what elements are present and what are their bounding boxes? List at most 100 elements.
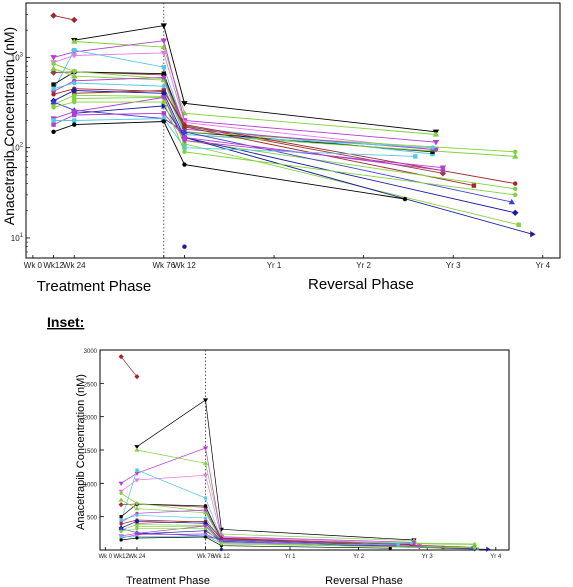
data-point: [119, 491, 123, 495]
series-line-0: [53, 15, 75, 21]
plot-frame: [25, 2, 561, 259]
data-point: [161, 75, 167, 80]
data-point: [51, 129, 56, 134]
data-point: [51, 122, 56, 127]
data-point: [203, 504, 208, 508]
data-point: [161, 99, 167, 105]
series-line-9: [53, 68, 516, 157]
x-tick-label: Wk12: [113, 554, 129, 560]
series-line-12: [53, 88, 516, 185]
y-tick-label: 2500: [84, 382, 98, 388]
data-point: [51, 86, 56, 91]
data-point: [202, 446, 209, 451]
data-point: [202, 473, 209, 478]
x-tick-label: Wk 76: [152, 261, 175, 270]
data-point: [396, 543, 400, 547]
data-point: [160, 50, 168, 57]
data-point: [161, 83, 167, 89]
series-line-1: [136, 399, 415, 541]
main-phase-reversal: Reversal Phase: [308, 276, 414, 293]
data-point: [134, 445, 140, 450]
data-point: [119, 515, 123, 519]
data-point: [182, 145, 187, 150]
data-point: [202, 398, 209, 403]
data-point: [119, 529, 123, 533]
data-point: [51, 61, 56, 66]
data-point: [72, 112, 77, 118]
data-point: [50, 12, 57, 19]
series-line-0: [120, 356, 138, 377]
data-point: [416, 544, 422, 549]
data-point: [118, 526, 124, 531]
data-point: [182, 162, 187, 167]
inset-phase-treatment: Treatment Phase: [126, 575, 210, 587]
data-point: [134, 506, 140, 511]
data-point: [161, 71, 167, 76]
data-point: [161, 116, 167, 121]
data-point: [160, 23, 168, 29]
data-point: [203, 527, 208, 531]
data-point: [203, 535, 208, 539]
series-line-17: [74, 105, 533, 235]
data-point: [71, 87, 78, 94]
series-line-8: [53, 63, 516, 153]
inset-label: Inset:: [47, 314, 84, 330]
data-point: [471, 183, 477, 188]
x-tick-label: Wk 76: [197, 554, 215, 560]
data-point: [512, 153, 519, 159]
data-point: [513, 181, 518, 186]
data-point: [430, 151, 435, 157]
x-tick-label: Wk 0: [98, 554, 112, 560]
x-tick-label: Wk 24: [128, 554, 146, 560]
data-point: [71, 53, 78, 59]
data-point: [51, 92, 56, 97]
data-point: [203, 516, 208, 520]
data-point: [161, 111, 167, 116]
data-point: [50, 69, 57, 76]
series-line-1: [74, 25, 437, 133]
data-point: [182, 141, 187, 147]
data-point: [160, 38, 168, 44]
data-point: [72, 99, 77, 105]
data-point: [160, 95, 168, 101]
x-tick-label: Wk12: [43, 261, 64, 270]
data-point: [135, 501, 139, 505]
data-point: [430, 145, 435, 150]
x-tick-label: Yr 3: [422, 554, 434, 560]
x-tick-label: Yr 1: [267, 261, 282, 270]
data-point: [160, 90, 168, 97]
data-point: [51, 105, 56, 110]
x-tick-label: Wk 24: [63, 261, 86, 270]
data-point: [134, 531, 140, 536]
data-point: [402, 196, 408, 202]
x-tick-label: Wk 12: [173, 261, 196, 270]
data-point: [413, 154, 418, 159]
data-point: [430, 149, 435, 154]
data-point: [181, 128, 188, 134]
series-line-2: [136, 449, 415, 542]
y-tick-label: 500: [87, 516, 98, 522]
data-point: [203, 496, 208, 500]
series-line-4: [120, 474, 415, 545]
data-point: [72, 118, 77, 123]
x-tick-label: Yr 1: [284, 554, 296, 560]
x-tick-label: Yr 2: [356, 261, 371, 270]
data-point: [182, 244, 187, 249]
y-tick-label: 1500: [84, 449, 98, 455]
data-point: [50, 55, 57, 61]
data-point: [72, 122, 77, 127]
data-point: [181, 138, 188, 144]
data-point: [118, 481, 124, 486]
data-point: [530, 231, 536, 238]
data-point: [71, 38, 78, 44]
plot-frame: [99, 349, 510, 551]
data-point: [50, 98, 57, 105]
data-point: [513, 192, 518, 198]
data-point: [119, 518, 123, 522]
data-point: [486, 546, 491, 552]
data-point: [135, 527, 139, 531]
data-point: [203, 508, 208, 512]
data-point: [135, 525, 139, 529]
data-point: [134, 447, 140, 452]
